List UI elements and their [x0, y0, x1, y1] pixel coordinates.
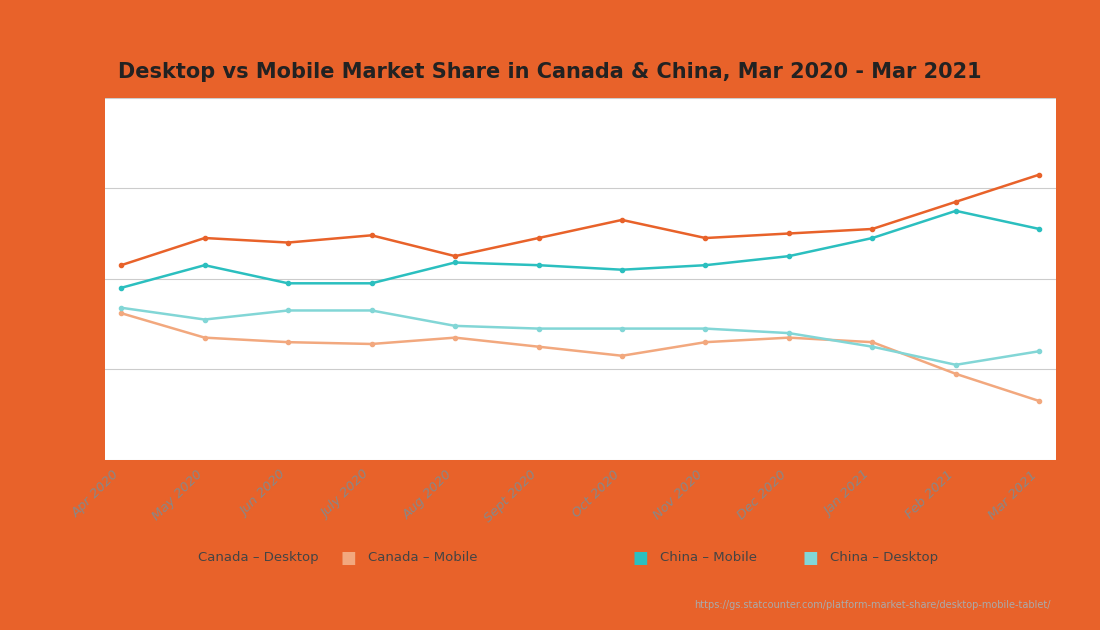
Text: ■: ■ — [341, 549, 356, 566]
Text: Periphery: Periphery — [64, 585, 194, 609]
Text: Canada – Mobile: Canada – Mobile — [368, 551, 478, 564]
Text: ■: ■ — [170, 549, 186, 566]
Text: China – Mobile: China – Mobile — [660, 551, 757, 564]
Text: ■: ■ — [803, 549, 818, 566]
Text: China – Desktop: China – Desktop — [830, 551, 938, 564]
Text: https://gs.statcounter.com/platform-market-share/desktop-mobile-tablet/: https://gs.statcounter.com/platform-mark… — [694, 600, 1050, 610]
Text: Canada – Desktop: Canada – Desktop — [198, 551, 319, 564]
Text: Desktop vs Mobile Market Share in Canada & China, Mar 2020 - Mar 2021: Desktop vs Mobile Market Share in Canada… — [118, 62, 982, 83]
Text: ■: ■ — [632, 549, 648, 566]
